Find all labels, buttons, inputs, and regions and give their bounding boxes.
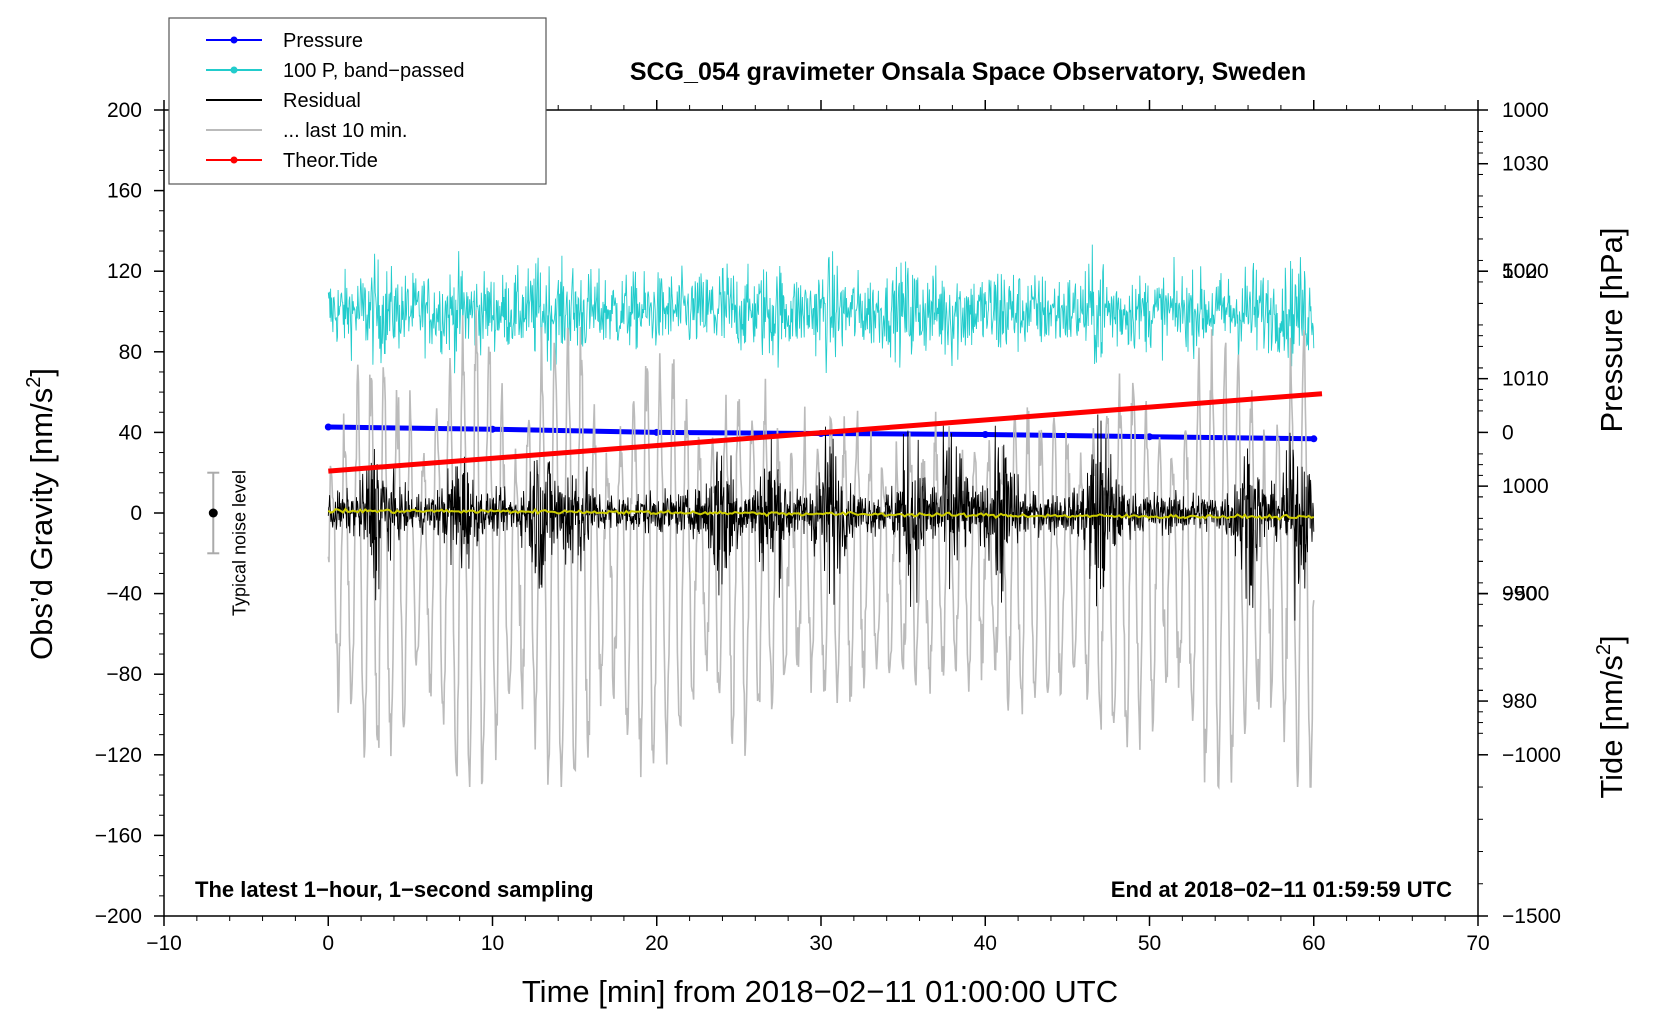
tide-tick-label: 500 bbox=[1502, 260, 1537, 283]
y-left-tick-label: 160 bbox=[107, 180, 142, 203]
y-axis-title-gravity-sup: 2 bbox=[23, 377, 45, 388]
y-left-tick-label: 120 bbox=[107, 260, 142, 283]
legend-entry: Residual bbox=[206, 90, 361, 112]
series-smoothed-residual bbox=[327, 507, 1315, 521]
pressure-point bbox=[1310, 435, 1318, 443]
x-tick-label: 50 bbox=[1138, 932, 1161, 955]
y-axis-title-tide: Tide [nm/s2] bbox=[1593, 635, 1629, 798]
x-tick-label: 10 bbox=[481, 932, 504, 955]
y-axis-title-gravity: Obs’d Gravity [nm/s2] bbox=[23, 368, 59, 660]
tide-tick-label: −500 bbox=[1502, 583, 1549, 606]
y-axis-title-tide-end: ] bbox=[1594, 635, 1629, 644]
pressure-tick-label: 1000 bbox=[1502, 475, 1549, 498]
axes-layer: −10 0 10 20 30 40 50 60 7020016012080400−40−80−1… bbox=[95, 99, 1561, 955]
pressure-point bbox=[324, 423, 332, 431]
chart-title: SCG_054 gravimeter Onsala Space Observat… bbox=[630, 58, 1306, 86]
y-left-tick-label: 0 bbox=[130, 502, 142, 525]
y-left-tick-label: −160 bbox=[95, 824, 142, 847]
series-pressure-bandpassed bbox=[327, 244, 1315, 374]
legend-label: Pressure bbox=[283, 30, 363, 52]
y-left-tick-label: −120 bbox=[95, 744, 142, 767]
y-axis-title-tide-sup: 2 bbox=[1593, 644, 1615, 655]
y-left-tick-label: 200 bbox=[107, 99, 142, 122]
pressure-tick-label: 980 bbox=[1502, 690, 1537, 713]
legend-label: 100 P, band−passed bbox=[283, 60, 464, 82]
legend-marker bbox=[230, 66, 238, 74]
tide-tick-label: 1000 bbox=[1502, 99, 1549, 122]
y-left-tick-label: −40 bbox=[106, 583, 142, 606]
tide-tick-label: −1500 bbox=[1502, 905, 1561, 928]
y-left-tick-label: −80 bbox=[106, 663, 142, 686]
tide-tick-label: 0 bbox=[1502, 421, 1514, 444]
x-tick-label: 70 bbox=[1466, 932, 1489, 955]
y-axis-title-gravity-main: Obs’d Gravity [nm/s bbox=[24, 388, 59, 660]
x-tick-label: 30 bbox=[809, 932, 832, 955]
x-tick-label: 20 bbox=[645, 932, 668, 955]
y-axis-title-tide-main: Tide [nm/s bbox=[1594, 655, 1629, 799]
series-theoretical-tide bbox=[328, 391, 1323, 474]
series-residual bbox=[327, 414, 1315, 621]
pressure-tick-label: 1030 bbox=[1502, 153, 1549, 176]
noise-level-dot bbox=[208, 508, 218, 518]
x-tick-label: 0 bbox=[322, 932, 334, 955]
legend-marker bbox=[230, 36, 238, 44]
pressure-point bbox=[1146, 433, 1153, 441]
annotation-sampling: The latest 1−hour, 1−second sampling bbox=[195, 877, 594, 902]
legend-entry: Theor.Tide bbox=[206, 150, 378, 172]
data-layer bbox=[324, 244, 1323, 790]
pressure-tick-label: 990 bbox=[1502, 583, 1537, 606]
y-left-tick-label: 80 bbox=[119, 341, 142, 364]
y-axis-title-pressure: Pressure [hPa] bbox=[1594, 227, 1629, 432]
annotation-end-time: End at 2018−02−11 01:59:59 UTC bbox=[1111, 877, 1452, 902]
pressure-tick-label: 1010 bbox=[1502, 368, 1549, 391]
noise-level-label: Typical noise level bbox=[229, 470, 249, 616]
tide-tick-label: −1000 bbox=[1502, 744, 1561, 767]
y-axis-title-gravity-end: ] bbox=[24, 368, 59, 377]
series-last-10-min bbox=[327, 310, 1315, 790]
legend-entry: 100 P, band−passed bbox=[206, 60, 464, 82]
pressure-point bbox=[981, 431, 989, 438]
legend-label: Residual bbox=[283, 90, 361, 112]
y-left-tick-label: −200 bbox=[95, 905, 142, 928]
x-axis-title: Time [min] from 2018−02−11 01:00:00 UTC bbox=[522, 974, 1118, 1009]
noise-level-indicator: Typical noise level bbox=[207, 470, 249, 616]
legend: Pressure 100 P, band−passed Residual ... la… bbox=[168, 17, 547, 185]
legend-entry: ... last 10 min. bbox=[206, 120, 408, 142]
x-tick-label: −10 bbox=[146, 932, 182, 955]
x-tick-label: 40 bbox=[974, 932, 997, 955]
legend-label: Theor.Tide bbox=[283, 150, 378, 172]
legend-marker bbox=[230, 156, 238, 164]
y-left-tick-label: 40 bbox=[119, 421, 142, 444]
pressure-tick-label: 1020 bbox=[1502, 260, 1549, 283]
x-tick-label: 60 bbox=[1302, 932, 1325, 955]
legend-entry: Pressure bbox=[206, 30, 363, 52]
legend-label: ... last 10 min. bbox=[283, 120, 408, 142]
